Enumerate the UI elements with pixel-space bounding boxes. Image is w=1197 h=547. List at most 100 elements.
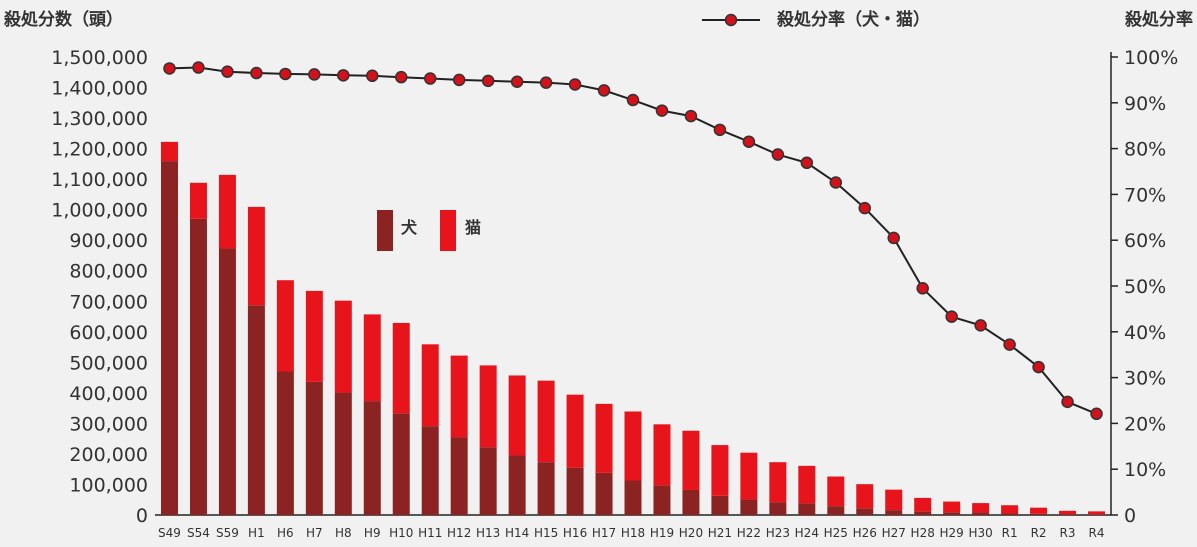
bar-dog xyxy=(218,248,236,515)
bar-cat xyxy=(363,314,381,402)
y-tick-label: 400,000 xyxy=(69,383,148,405)
bar-cat xyxy=(624,411,642,481)
bar-cat xyxy=(682,430,700,490)
x-tick-label: H18 xyxy=(621,526,645,540)
rate-point xyxy=(163,62,176,75)
rate-point xyxy=(539,76,553,89)
x-tick-label: H28 xyxy=(911,526,935,540)
x-tick-label: H11 xyxy=(418,526,442,540)
rate-point xyxy=(974,319,987,332)
rate-point xyxy=(887,231,900,245)
y-tick-label: 800,000 xyxy=(69,261,148,283)
rate-point xyxy=(308,68,321,81)
rate-point xyxy=(250,66,263,80)
bar-cat xyxy=(856,484,874,509)
x-tick-label: H23 xyxy=(766,526,790,540)
y2-tick-label: 80% xyxy=(1124,139,1166,161)
rate-point xyxy=(800,156,814,170)
x-tick-label: H21 xyxy=(708,526,732,540)
y-tick-label: 200,000 xyxy=(69,444,148,466)
bar-cat xyxy=(247,206,265,306)
x-tick-label: R3 xyxy=(1060,526,1076,540)
bar-cat xyxy=(508,375,526,456)
x-tick-label: H29 xyxy=(940,526,964,540)
bar-cat xyxy=(1001,505,1019,514)
x-tick-label: H6 xyxy=(277,526,294,540)
x-tick-label: H10 xyxy=(389,526,413,540)
line-legend-swatch-marker xyxy=(724,13,738,27)
x-tick-label: H7 xyxy=(306,526,323,540)
x-tick-label: S54 xyxy=(187,526,210,540)
bar-cat xyxy=(421,344,439,427)
bar-cat xyxy=(1059,510,1077,515)
rate-point xyxy=(684,109,698,123)
legend-swatch-cat xyxy=(440,210,456,251)
rate-point xyxy=(858,201,872,215)
y2-tick-label: 70% xyxy=(1124,184,1166,206)
y2-tick-label: 30% xyxy=(1124,368,1166,390)
x-tick-label: S59 xyxy=(216,526,239,540)
bar-dog xyxy=(392,413,410,515)
x-tick-label: H19 xyxy=(650,526,674,540)
bar-dog xyxy=(189,218,207,515)
rate-point xyxy=(597,84,611,97)
y-tick-label: 1,100,000 xyxy=(51,169,148,191)
rate-point xyxy=(1061,395,1074,409)
bar-dog xyxy=(595,472,613,515)
x-tick-label: H26 xyxy=(853,526,877,540)
legend-label-dog: 犬 xyxy=(401,218,418,237)
bar-dog xyxy=(856,508,874,515)
rate-point xyxy=(423,72,437,85)
bar-dog xyxy=(1059,514,1077,515)
bar-dog xyxy=(885,510,903,515)
bar-dog xyxy=(276,371,294,515)
y2-tick-label: 0 xyxy=(1124,505,1136,527)
bar-legend: 犬 猫 xyxy=(377,210,481,251)
x-tick-label: H24 xyxy=(795,526,819,540)
rate-point xyxy=(279,67,292,81)
x-tick-label: S49 xyxy=(158,526,181,540)
bar-cat xyxy=(1030,507,1048,514)
rate-point xyxy=(626,93,640,107)
bar-cat xyxy=(334,300,352,393)
bar-cat xyxy=(827,476,845,507)
y2-tick-label: 10% xyxy=(1124,459,1166,481)
y-tick-label: 1,000,000 xyxy=(51,200,148,222)
x-tick-label: H9 xyxy=(364,526,381,540)
bar-cat xyxy=(885,489,903,511)
rate-point xyxy=(510,75,524,88)
y-tick-label: 500,000 xyxy=(69,352,148,374)
bar-dog xyxy=(363,401,381,515)
x-tick-label: H16 xyxy=(563,526,587,540)
bar-dog xyxy=(1088,514,1106,515)
y-tick-label: 1,400,000 xyxy=(51,78,148,100)
rate-point xyxy=(742,135,756,148)
bar-cat xyxy=(653,424,671,486)
bar-dog xyxy=(624,480,642,515)
bar-dog xyxy=(798,503,816,515)
y-tick-label: 600,000 xyxy=(69,322,148,344)
bar-dog xyxy=(160,161,178,516)
bar-cat xyxy=(798,465,816,504)
bar-cat xyxy=(711,445,729,496)
bar-cat xyxy=(189,182,207,219)
line-legend-label: 殺処分率（犬・猫） xyxy=(776,9,930,30)
x-tick-label: H14 xyxy=(505,526,529,540)
y-tick-label: 900,000 xyxy=(69,230,148,252)
y-tick-label: 1,200,000 xyxy=(51,139,148,161)
x-tick-label: H27 xyxy=(882,526,906,540)
bar-cat xyxy=(914,497,932,512)
bar-cat xyxy=(160,141,178,162)
bar-dog xyxy=(450,437,468,515)
bar-dog xyxy=(1030,513,1048,515)
bar-dog xyxy=(421,426,439,515)
bar-cat xyxy=(943,501,961,513)
x-tick-label: R4 xyxy=(1089,526,1105,540)
y-tick-label: 700,000 xyxy=(69,291,148,313)
legend-label-cat: 猫 xyxy=(465,218,481,237)
bar-cat xyxy=(479,365,497,448)
rate-point xyxy=(1032,360,1045,374)
rate-point xyxy=(1090,407,1103,421)
y2-tick-label: 20% xyxy=(1124,413,1166,435)
y2-tick-label: 90% xyxy=(1124,93,1166,115)
